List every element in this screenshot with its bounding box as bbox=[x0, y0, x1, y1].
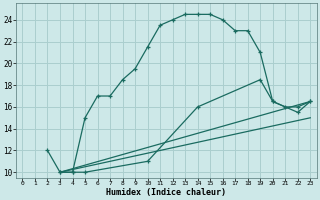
X-axis label: Humidex (Indice chaleur): Humidex (Indice chaleur) bbox=[106, 188, 226, 197]
